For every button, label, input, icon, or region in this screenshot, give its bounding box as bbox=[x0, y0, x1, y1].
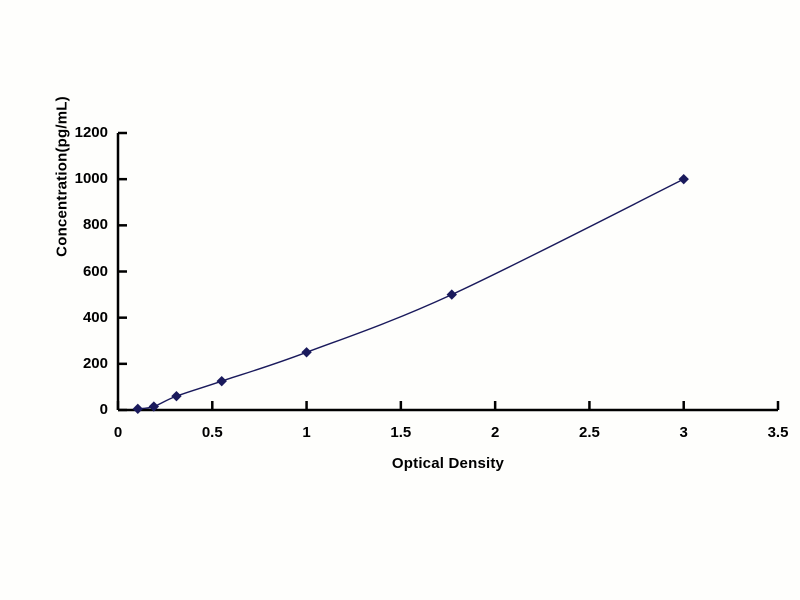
y-tick-label: 1200 bbox=[74, 124, 108, 141]
data-point-marker bbox=[216, 375, 227, 387]
data-point-marker bbox=[678, 173, 689, 185]
data-point-marker bbox=[171, 390, 182, 402]
y-tick-label: 600 bbox=[82, 262, 108, 280]
x-tick-label: 0 bbox=[113, 424, 123, 441]
y-tick-label: 400 bbox=[82, 308, 108, 326]
x-axis-ticks bbox=[116, 401, 780, 410]
y-tick-label: 800 bbox=[82, 216, 108, 234]
data-point-marker bbox=[301, 347, 312, 358]
data-point-marker bbox=[148, 401, 160, 412]
series-curve bbox=[137, 178, 685, 410]
y-tick-label: 0 bbox=[99, 401, 108, 418]
y-tick-label: 1000 bbox=[74, 170, 108, 188]
data-point-marker bbox=[446, 289, 457, 300]
x-tick-label: 2 bbox=[490, 424, 500, 441]
x-tick-label: 0.5 bbox=[201, 424, 223, 441]
x-tick-label: 3 bbox=[679, 424, 688, 441]
y-axis-ticks bbox=[118, 131, 127, 412]
x-tick-label: 2.5 bbox=[578, 424, 600, 441]
y-tick-label: 200 bbox=[82, 354, 108, 372]
data-point-marker bbox=[132, 403, 143, 415]
x-tick-label: 1.5 bbox=[390, 424, 412, 441]
series-markers bbox=[132, 173, 689, 415]
x-tick-label: 3.5 bbox=[767, 424, 789, 441]
x-axis-title: Optical Density bbox=[391, 455, 505, 472]
x-tick-label: 1 bbox=[302, 424, 311, 441]
